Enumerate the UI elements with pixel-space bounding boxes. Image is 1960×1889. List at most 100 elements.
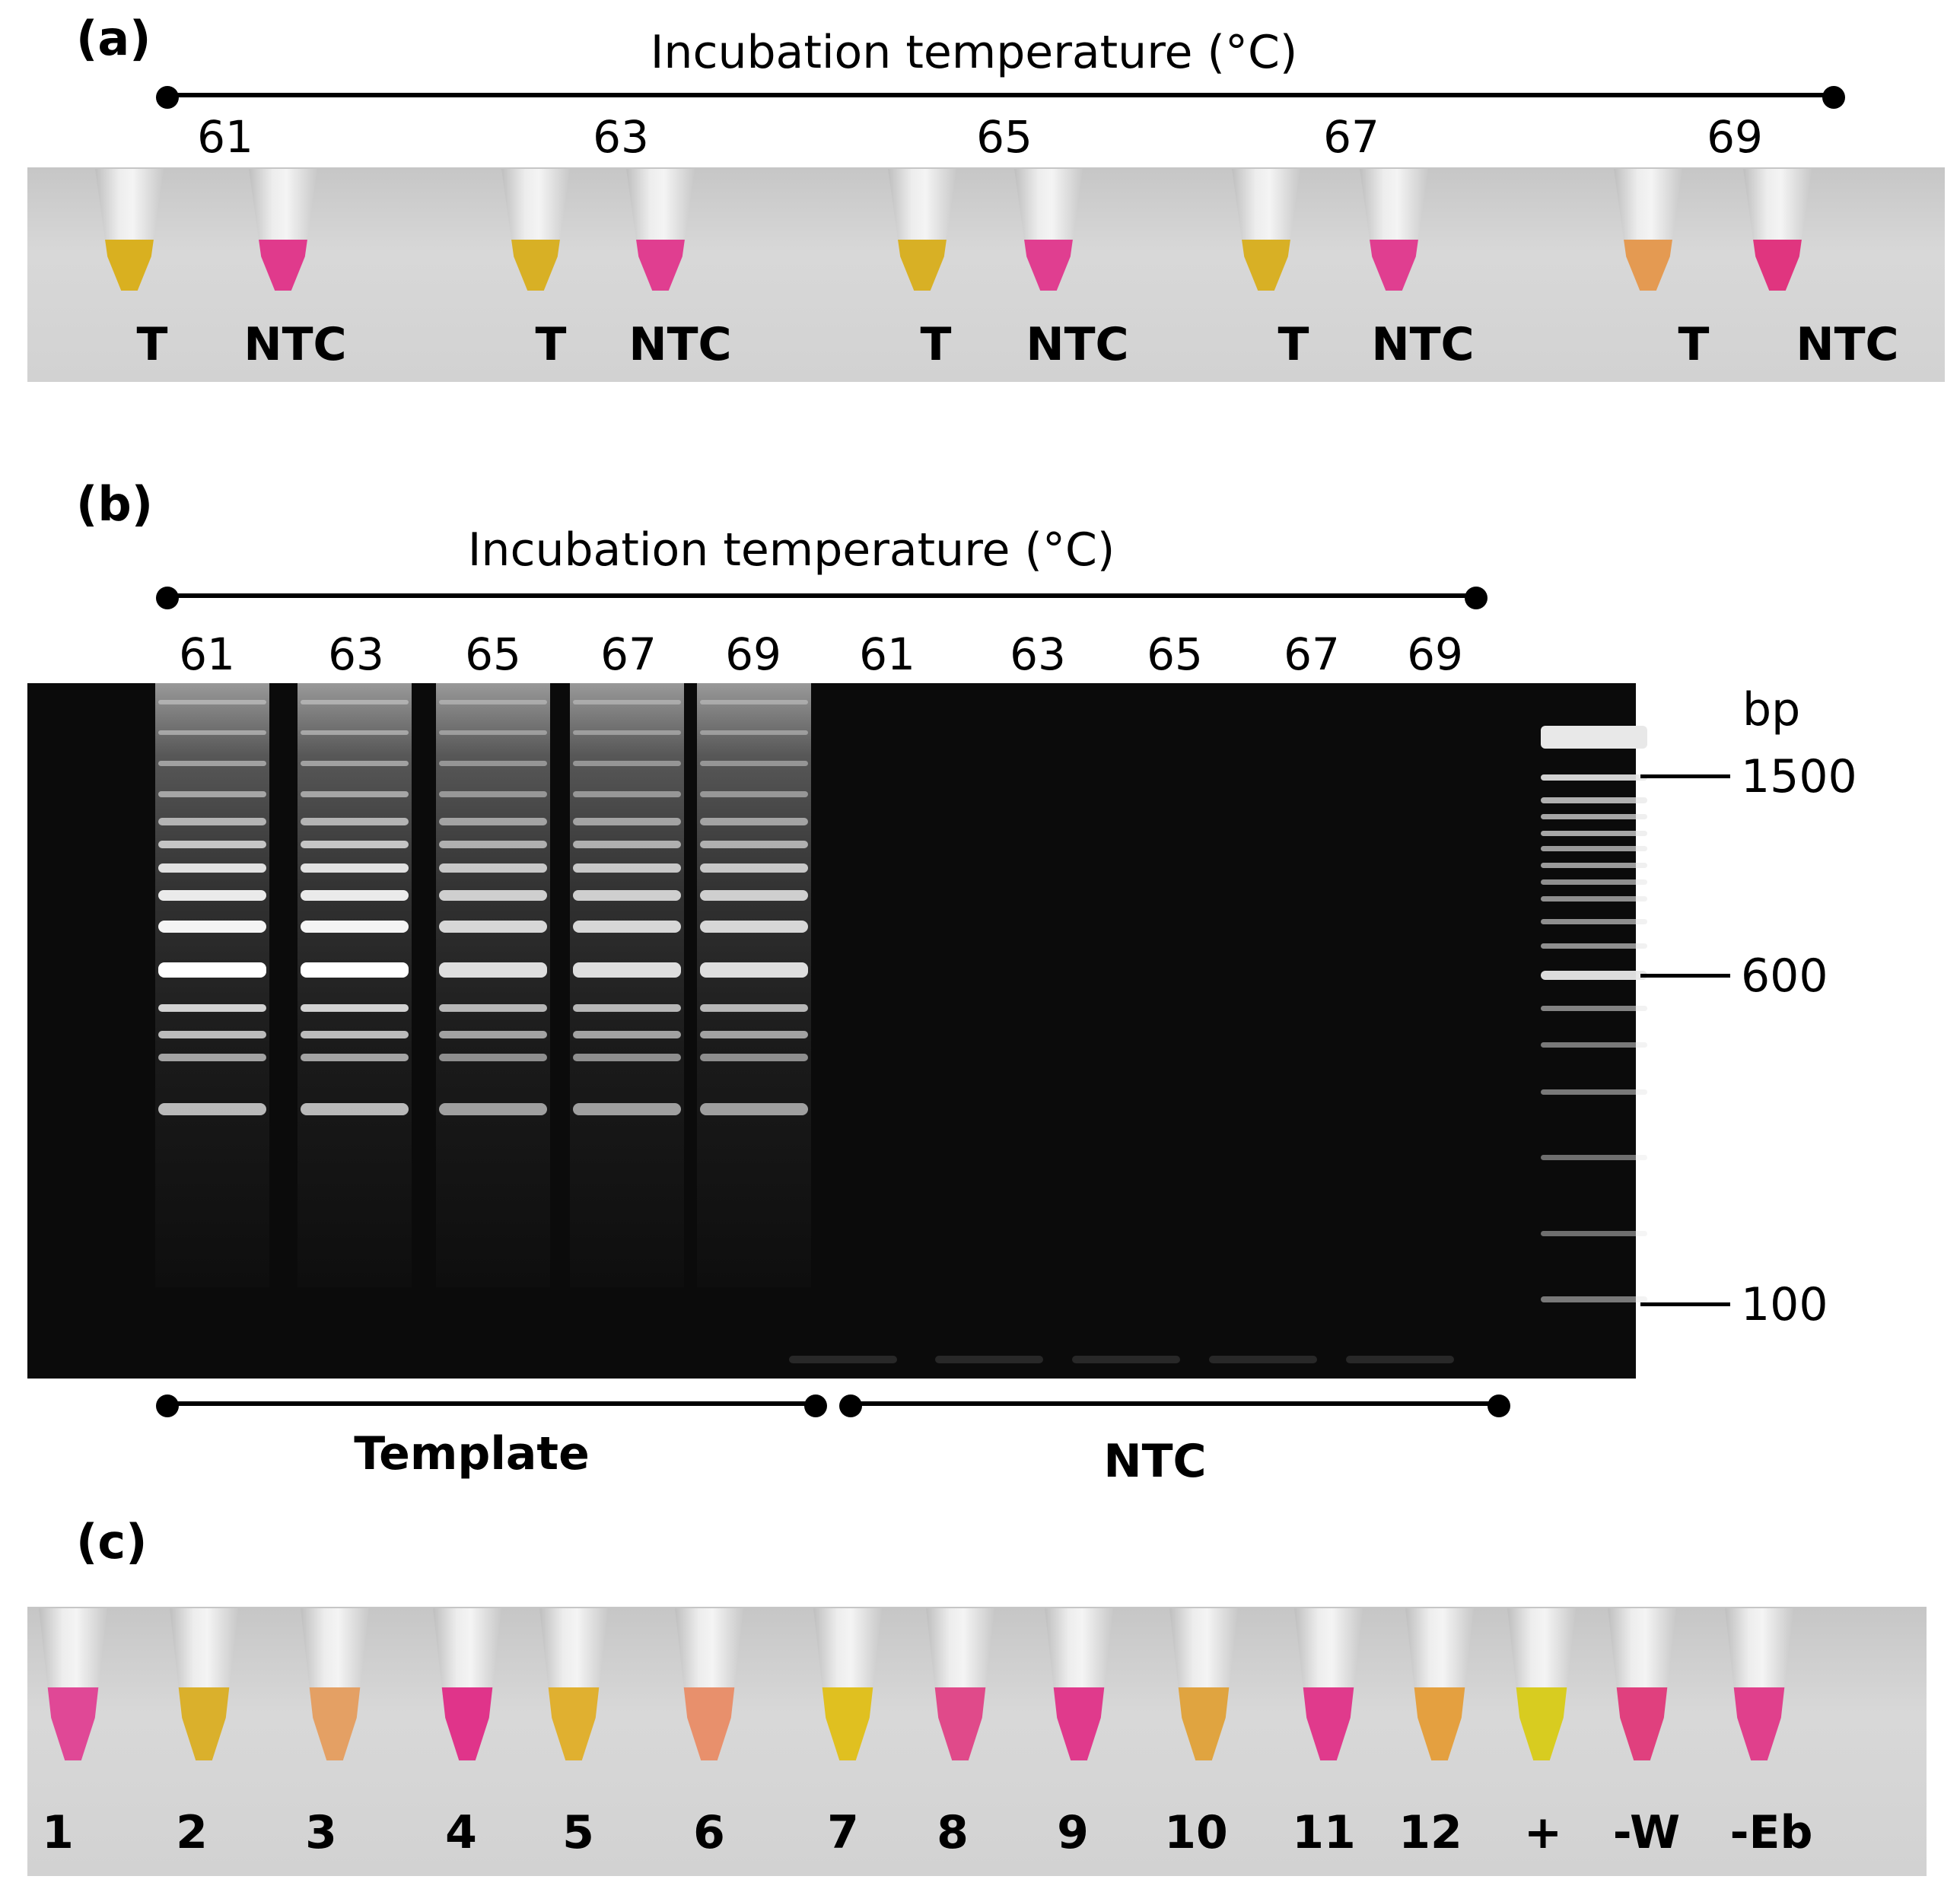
tube-liquid — [39, 1687, 107, 1760]
panel-b-title: Incubation temperature (°C) — [467, 523, 1115, 577]
gel-band — [439, 962, 547, 978]
tube-liquid — [1743, 239, 1812, 291]
gel-band — [439, 700, 547, 704]
gel-band — [158, 730, 266, 735]
gel-band — [158, 818, 266, 825]
gel-band — [700, 730, 808, 735]
reaction-tube — [1045, 1608, 1113, 1760]
template-group-start-dot — [156, 1394, 179, 1417]
ladder-band — [1541, 831, 1647, 836]
gel-band — [439, 863, 547, 873]
panel-b-axis-end-dot — [1465, 587, 1488, 609]
gel-band — [573, 962, 681, 978]
gel-lane-ladder — [1541, 683, 1647, 1379]
tube-label: -W — [1612, 1806, 1681, 1859]
reaction-tube — [39, 1608, 107, 1760]
gel-band — [700, 890, 808, 901]
gel-lane-ntc — [1069, 683, 1183, 1379]
tube-liquid — [249, 239, 317, 291]
tube-label: NTC — [1371, 318, 1475, 371]
tube-liquid — [1014, 239, 1083, 291]
tube-liquid — [501, 239, 570, 291]
tube-label: 1 — [42, 1806, 74, 1859]
gel-band — [439, 890, 547, 901]
panel-b-lane-temperature-label: 65 — [465, 628, 521, 680]
gel-band — [301, 1031, 409, 1038]
panel-b-lane-temperature-label: 69 — [725, 628, 781, 680]
gel-band — [158, 962, 266, 978]
gel-band — [700, 700, 808, 704]
gel-band — [700, 1004, 808, 1012]
reaction-tube — [1405, 1608, 1474, 1760]
gel-band — [573, 700, 681, 704]
gel-band — [573, 1103, 681, 1115]
ntc-group-line — [851, 1401, 1499, 1406]
panel-a-tube-photo: T NTC T NTC T NTC T NTC T NTC — [27, 167, 1945, 382]
gel-band — [573, 921, 681, 933]
gel-band — [301, 1103, 409, 1115]
gel-band — [439, 1054, 547, 1061]
gel-band — [439, 761, 547, 766]
gel-band — [700, 818, 808, 825]
tube-liquid — [626, 239, 695, 291]
panel-c-label: (c) — [76, 1514, 148, 1569]
ladder-band — [1541, 1006, 1647, 1011]
ladder-band — [1541, 1089, 1647, 1095]
marker-label-600: 600 — [1741, 949, 1828, 1003]
panel-b-axis-start-dot — [156, 587, 179, 609]
gel-band — [700, 761, 808, 766]
panel-a-label: (a) — [76, 11, 151, 66]
ladder-band — [1541, 797, 1647, 803]
ladder-band — [1541, 943, 1647, 949]
panel-b-label: (b) — [76, 476, 154, 532]
tube-label: 5 — [562, 1806, 594, 1859]
reaction-tube — [1169, 1608, 1238, 1760]
reaction-tube — [675, 1608, 743, 1760]
gel-band — [573, 1004, 681, 1012]
reaction-tube — [1014, 169, 1083, 291]
tube-liquid — [1232, 239, 1300, 291]
marker-tick-100 — [1640, 1302, 1730, 1306]
gel-band — [700, 1054, 808, 1061]
tube-liquid — [1725, 1687, 1793, 1760]
gel-band — [301, 921, 409, 933]
tube-label: T — [1678, 318, 1710, 371]
reaction-tube — [1743, 169, 1812, 291]
gel-faint-band — [935, 1356, 1043, 1363]
tube-liquid — [1405, 1687, 1474, 1760]
ladder-band — [1541, 1231, 1647, 1236]
ladder-band — [1541, 1042, 1647, 1048]
gel-band — [439, 730, 547, 735]
gel-band — [158, 841, 266, 848]
gel-band — [573, 1054, 681, 1061]
panel-b-lane-temperature-label: 61 — [179, 628, 235, 680]
tube-label: NTC — [1026, 318, 1129, 371]
gel-band — [158, 890, 266, 901]
tube-label: T — [920, 318, 952, 371]
gel-band — [573, 841, 681, 848]
gel-image — [27, 683, 1647, 1379]
gel-band — [573, 761, 681, 766]
tube-label: 7 — [827, 1806, 859, 1859]
gel-smear — [298, 683, 412, 1287]
ladder-band — [1541, 971, 1647, 980]
tube-liquid — [170, 1687, 238, 1760]
ladder-band — [1541, 879, 1647, 885]
tube-label: 12 — [1398, 1806, 1462, 1859]
gel-faint-band — [789, 1356, 897, 1363]
gel-band — [301, 791, 409, 797]
gel-band — [158, 863, 266, 873]
marker-tick-1500 — [1640, 774, 1730, 778]
tube-label: NTC — [628, 318, 732, 371]
gel-band — [439, 1031, 547, 1038]
gel-band — [301, 863, 409, 873]
reaction-tube — [1507, 1608, 1576, 1760]
tube-label: + — [1523, 1806, 1563, 1859]
gel-band — [301, 818, 409, 825]
panel-a-title: Incubation temperature (°C) — [650, 26, 1298, 79]
gel-band — [301, 841, 409, 848]
tube-liquid — [1294, 1687, 1363, 1760]
ladder-band — [1541, 1155, 1647, 1160]
gel-band — [700, 921, 808, 933]
tube-liquid — [95, 239, 164, 291]
